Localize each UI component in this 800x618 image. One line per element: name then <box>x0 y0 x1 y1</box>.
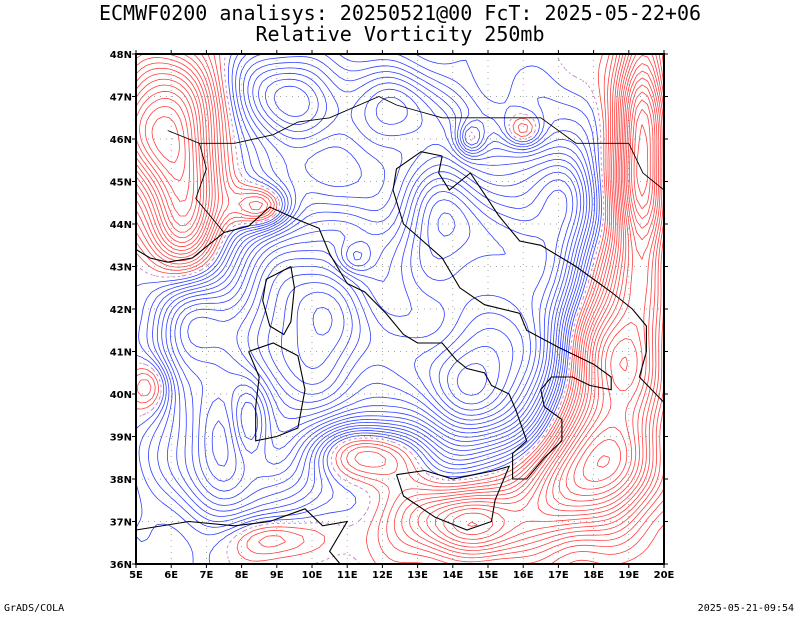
positive-vorticity-contour <box>144 91 656 482</box>
lat-label: 42N <box>110 305 132 316</box>
france-coastline <box>136 249 168 263</box>
negative-vorticity-contour <box>257 191 531 421</box>
italy-coastline <box>167 151 612 480</box>
lon-label: 14E <box>442 570 463 581</box>
adriatic-east-coastline <box>438 155 664 403</box>
positive-vorticity-contour <box>136 55 664 536</box>
lat-label: 46N <box>110 135 132 146</box>
lon-label: 16E <box>513 570 534 581</box>
positive-vorticity-contour <box>136 54 664 564</box>
axis-ticks <box>132 50 668 568</box>
lon-label: 9E <box>270 570 284 581</box>
longitude-labels: 5E 6E 7E 8E 9E 10E 11E 12E 13E 14E 15E 16E 17E 18E 19E… <box>129 570 674 581</box>
lat-label: 36N <box>110 560 132 571</box>
negative-vorticity-contour <box>281 212 514 411</box>
negative-vorticity-contour <box>169 72 585 500</box>
grid-layer <box>136 54 664 564</box>
north-africa-coastline <box>136 508 349 564</box>
country-border <box>442 117 664 191</box>
sicily-coastline <box>395 465 511 531</box>
lon-label: 10E <box>302 570 323 581</box>
lat-label: 38N <box>110 475 132 486</box>
positive-vorticity-contour <box>136 77 660 496</box>
lon-label: 11E <box>337 570 358 581</box>
lat-label: 43N <box>110 263 132 274</box>
latitude-labels: 36N 37N 38N 39N 40N 41N 42N 43N 44N 45N 46N 47N 48N <box>110 50 132 571</box>
lon-label: 5E <box>129 570 143 581</box>
coastline-layer <box>136 96 664 564</box>
negative-vorticity-contour <box>165 67 588 506</box>
positive-vorticity-contour <box>136 54 664 563</box>
lon-label: 7E <box>200 570 214 581</box>
lat-label: 37N <box>110 518 132 529</box>
negative-vorticity-contour <box>267 199 524 416</box>
negative-vorticity-contour <box>187 171 574 467</box>
lon-label: 8E <box>235 570 249 581</box>
negative-vorticity-contour <box>236 177 568 430</box>
lat-label: 41N <box>110 348 132 359</box>
lon-label: 17E <box>548 570 569 581</box>
negative-vorticity-contour <box>152 54 595 523</box>
positive-vorticity-contour <box>136 54 664 564</box>
lat-label: 40N <box>110 390 132 401</box>
positive-vorticity-contour <box>136 63 663 527</box>
chart-subtitle: Relative Vorticity 250mb <box>255 22 545 46</box>
negative-vorticity-contour <box>156 56 593 517</box>
positive-vorticity-contour <box>136 54 664 540</box>
lon-label: 18E <box>583 570 604 581</box>
positive-vorticity-contour <box>136 54 664 548</box>
footer-timestamp: 2025-05-21-09:54 <box>697 603 794 614</box>
lat-label: 48N <box>110 50 132 61</box>
negative-vorticity-contour <box>247 184 547 425</box>
lat-label: 39N <box>110 433 132 444</box>
lat-label: 44N <box>110 220 132 231</box>
positive-vorticity-contour <box>636 124 649 197</box>
negative-vorticity-contour <box>312 307 488 396</box>
positive-vorticity-contour <box>136 54 664 555</box>
negative-vorticity-contour <box>174 78 582 492</box>
positive-vorticity-contour <box>136 54 664 559</box>
corsica-coastline <box>262 266 295 336</box>
negative-vorticity-contour <box>179 85 578 482</box>
lat-label: 45N <box>110 178 132 189</box>
lon-label: 12E <box>372 570 393 581</box>
contour-layer <box>136 54 664 564</box>
zero-vorticity-contour <box>136 54 605 564</box>
country-border <box>167 130 225 233</box>
footer-software: GrADS/COLA <box>4 603 65 614</box>
positive-vorticity-contour <box>633 108 651 210</box>
lat-label: 47N <box>110 93 132 104</box>
sardinia-coastline <box>248 342 306 442</box>
positive-vorticity-contour <box>151 99 654 468</box>
lon-label: 20E <box>654 570 675 581</box>
negative-vorticity-contour <box>138 54 600 536</box>
lon-label: 15E <box>478 570 499 581</box>
negative-vorticity-contour <box>296 291 500 405</box>
negative-vorticity-contour <box>161 62 590 512</box>
country-border <box>199 96 443 144</box>
chart-title: ECMWF0200 analisys: 20250521@00 FcT: 202… <box>98 1 702 25</box>
positive-vorticity-contour <box>136 54 664 544</box>
lon-label: 19E <box>618 570 639 581</box>
positive-vorticity-contour <box>136 70 661 502</box>
lon-label: 6E <box>164 570 178 581</box>
lon-label: 13E <box>407 570 428 581</box>
